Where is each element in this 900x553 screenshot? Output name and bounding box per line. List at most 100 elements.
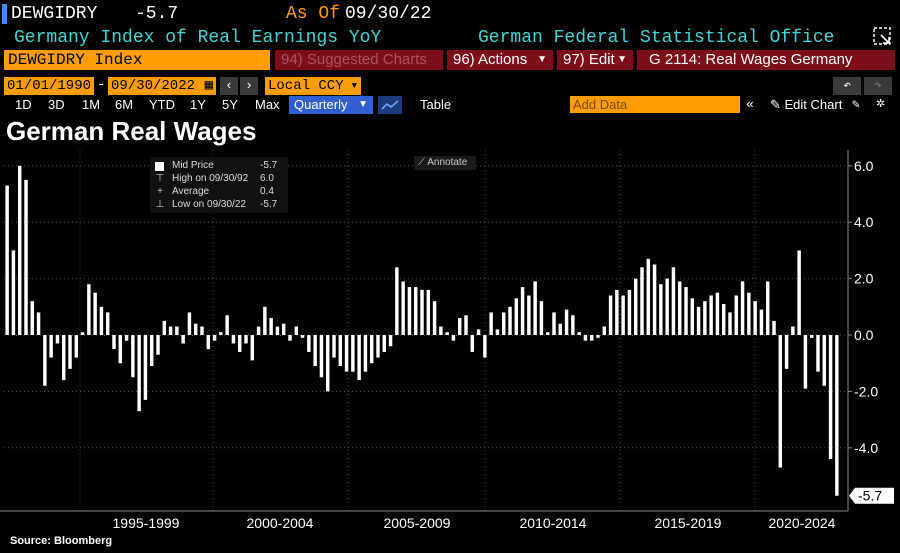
bar — [564, 309, 569, 335]
bar — [583, 335, 588, 341]
range-3d[interactable]: 3D — [48, 97, 65, 112]
bar — [778, 335, 783, 468]
legend-average-label: Average — [172, 186, 210, 197]
edit-menu-button[interactable]: 97) Edit ▼ — [557, 50, 633, 70]
bar — [256, 326, 261, 335]
ticker-symbol[interactable]: DEWGIDRY — [11, 4, 98, 24]
security-field[interactable]: DEWGIDRY Index — [4, 50, 270, 70]
range-1m[interactable]: 1M — [82, 97, 101, 112]
x-tick-label: 2000-2004 — [247, 515, 314, 531]
bar — [734, 295, 739, 335]
bar — [747, 292, 751, 335]
chevron-left-icon[interactable]: ‹ — [220, 77, 238, 95]
average-marker-icon: + — [157, 186, 163, 197]
chart-id-button[interactable]: G 2114: Real Wages Germany — [637, 50, 895, 70]
suggested-charts-button[interactable]: 94) Suggested Charts — [275, 50, 443, 70]
source-note: Source: Bloomberg — [10, 535, 113, 547]
annotate-button[interactable]: ⟋ Annotate — [414, 156, 476, 170]
bar — [24, 179, 28, 335]
pencil-icon: ✎ — [770, 97, 785, 112]
undo-icon[interactable]: ↶ — [833, 77, 861, 95]
x-tick-label: 2010-2014 — [520, 515, 587, 531]
frequency-select[interactable]: Quarterly ▼ — [289, 96, 373, 114]
bar — [621, 295, 625, 335]
bar — [162, 320, 167, 335]
end-date-text: 09/30/2022 — [111, 78, 196, 94]
bar — [269, 318, 273, 335]
line-chart-icon[interactable] — [378, 96, 402, 114]
y-tick-label: 0.0 — [854, 327, 874, 343]
redo-icon[interactable]: ↷ — [864, 77, 892, 95]
bar — [219, 332, 223, 335]
bar — [237, 335, 242, 352]
bar — [149, 335, 154, 367]
bar — [558, 323, 563, 335]
start-date-field[interactable]: 01/01/1990 — [4, 77, 94, 95]
calendar-icon: ▦ — [204, 78, 213, 94]
range-5y[interactable]: 5Y — [222, 97, 238, 112]
caret-down-icon: ▼ — [358, 99, 368, 110]
y-tick-label: -2.0 — [854, 383, 878, 399]
bar — [357, 335, 361, 381]
bar — [143, 335, 148, 400]
range-max[interactable]: Max — [255, 97, 280, 112]
legend-high-label: High on 09/30/92 — [172, 173, 249, 184]
bar — [659, 284, 663, 335]
bar — [476, 329, 481, 335]
currency-select[interactable]: Local CCY ▼ — [265, 77, 361, 95]
last-value-label: -5.7 — [858, 488, 882, 504]
y-tick-label: -4.0 — [854, 440, 878, 456]
collapse-icon[interactable]: « — [746, 97, 754, 112]
bar — [206, 335, 211, 350]
bar — [382, 335, 387, 352]
bar — [36, 312, 41, 335]
bar — [231, 335, 236, 344]
caret-down-icon: ▼ — [617, 54, 627, 65]
gear-icon[interactable]: ✲ — [876, 95, 886, 112]
bar — [281, 323, 286, 335]
edit-chart-button[interactable]: ✎ Edit Chart — [770, 96, 842, 114]
range-6m[interactable]: 6M — [115, 97, 134, 112]
actions-menu-button[interactable]: 96) Actions ▼ — [447, 50, 553, 70]
bar — [690, 298, 695, 335]
end-date-field[interactable]: 09/30/2022 ▦ — [108, 77, 216, 95]
bar — [351, 335, 355, 372]
bar — [307, 335, 311, 352]
edit-label: 97) Edit — [563, 51, 615, 68]
bar — [137, 335, 141, 412]
bar — [589, 335, 594, 341]
bar — [11, 250, 16, 335]
table-tab[interactable]: Table — [420, 97, 452, 112]
bar — [225, 315, 229, 335]
bar — [740, 281, 745, 335]
bar — [545, 332, 550, 335]
bar — [99, 306, 104, 335]
bar — [765, 281, 770, 335]
bar — [200, 326, 204, 335]
chevron-right-icon[interactable]: › — [240, 77, 258, 95]
bar — [439, 326, 443, 335]
bar — [294, 326, 299, 335]
legend-panel[interactable]: Mid Price -5.7 ⊤ High on 09/30/92 6.0 + … — [150, 157, 288, 213]
bar — [495, 329, 500, 335]
range-ytd[interactable]: YTD — [149, 97, 175, 112]
ticker-marker — [2, 4, 7, 24]
range-1y[interactable]: 1Y — [190, 97, 206, 112]
data-source: German Federal Statistical Office — [478, 28, 835, 48]
bar — [577, 332, 581, 335]
bar — [709, 295, 713, 335]
bar — [759, 309, 764, 335]
add-data-input[interactable]: Add Data — [570, 96, 740, 113]
security-description: Germany Index of Real Earnings YoY — [14, 28, 382, 48]
bar — [376, 335, 380, 358]
y-tick-label: 6.0 — [854, 158, 874, 174]
range-1d[interactable]: 1D — [15, 97, 32, 112]
bar — [17, 165, 22, 335]
asof-date[interactable]: 09/30/22 — [345, 4, 432, 24]
edit-settings-icon[interactable]: ✎ — [852, 97, 860, 112]
bar — [244, 335, 248, 344]
window-resize-icon[interactable] — [872, 26, 892, 46]
bar — [131, 335, 135, 378]
bar — [797, 250, 801, 335]
